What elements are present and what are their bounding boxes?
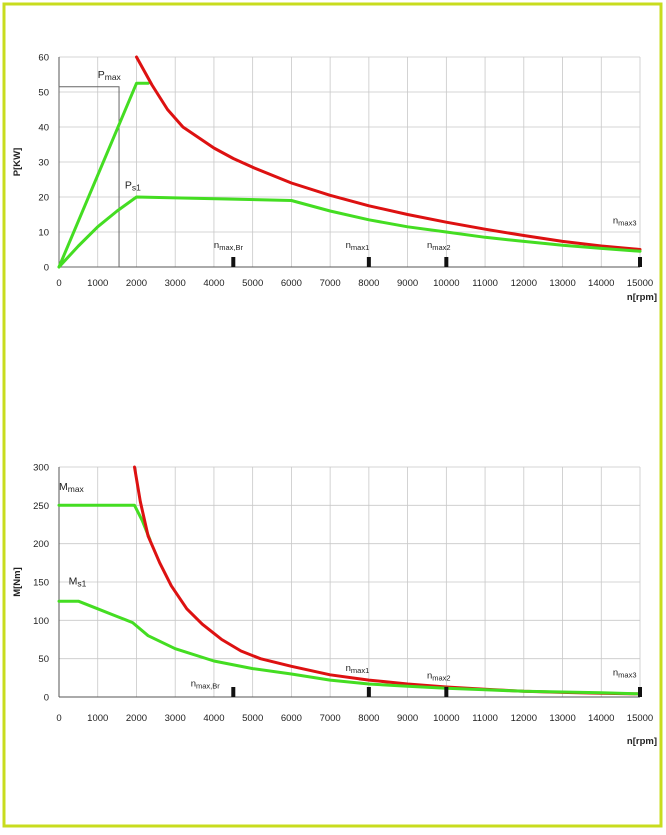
power-x-tick-label: 6000 — [281, 278, 302, 289]
power-marker-max3 — [638, 257, 642, 267]
power-y-tick-label: 50 — [38, 88, 49, 99]
power-series-ps1 — [57, 195, 642, 269]
torque-x-tick-label: 3000 — [165, 713, 186, 724]
torque-label-ms1: Ms1 — [69, 575, 87, 588]
torque-y-tick-label: 0 — [44, 693, 49, 704]
torque-series-ms1 — [57, 599, 642, 696]
power-x-tick-label: 4000 — [203, 278, 224, 289]
torque-x-tick-label: 8000 — [358, 713, 379, 724]
power-x-tick-label: 2000 — [126, 278, 147, 289]
torque-x-tick-label: 11000 — [472, 713, 498, 724]
power-x-tick-label: 12000 — [511, 278, 537, 289]
torque-y-axis-label: M[Nm] — [12, 567, 23, 597]
power-series-pmax — [57, 81, 150, 269]
power-x-tick-label: 3000 — [165, 278, 186, 289]
power-y-tick-label: 20 — [38, 193, 49, 204]
torque-x-tick-label: 13000 — [549, 713, 575, 724]
torque-y-tick-label: 150 — [33, 578, 49, 589]
power-marker-maxBr — [231, 257, 236, 267]
torque-x-tick-label: 5000 — [242, 713, 263, 724]
power-y-tick-label: 60 — [38, 53, 49, 64]
torque-marker-max3 — [638, 687, 642, 697]
torque-x-tick-label: 0 — [56, 713, 61, 724]
torque-x-tick-label: 7000 — [320, 713, 341, 724]
power-x-tick-label: 13000 — [549, 278, 575, 289]
torque-x-tick-label: 2000 — [126, 713, 147, 724]
power-y-tick-label: 30 — [38, 158, 49, 169]
torque-marker-label-maxBr: nmax,Br — [191, 678, 221, 690]
torque-x-tick-label: 10000 — [433, 713, 459, 724]
torque-marker-max2 — [444, 687, 449, 697]
torque-x-tick-label: 6000 — [281, 713, 302, 724]
torque-x-tick-label: 12000 — [511, 713, 537, 724]
torque-x-tick-label: 1000 — [87, 713, 108, 724]
power-window-rect — [58, 86, 120, 268]
power-y-tick-label: 10 — [38, 228, 49, 239]
power-y-tick-label: 0 — [44, 263, 49, 274]
torque-chart: 0 1000 2000 3000 4000 5000 6000 7000 8000 9000 100… — [12, 463, 657, 748]
power-x-tick-label: 15000 — [627, 278, 653, 289]
torque-y-tick-label: 100 — [33, 616, 49, 627]
power-marker-max2 — [444, 257, 449, 267]
torque-x-tick-label: 15000 — [627, 713, 653, 724]
torque-y-tick-label: 50 — [38, 654, 49, 665]
torque-marker-label-max2: nmax2 — [427, 671, 451, 683]
torque-marker-label-max3: nmax3 — [613, 668, 637, 680]
power-series-curve-1 — [135, 55, 642, 251]
torque-y-tick-label: 250 — [33, 501, 49, 512]
torque-label-mmax: Mmax — [59, 481, 85, 494]
power-marker-max1 — [366, 257, 371, 267]
torque-x-axis-label: n[rpm] — [627, 736, 657, 747]
power-marker-label-max2: nmax2 — [427, 240, 451, 252]
power-x-tick-label: 10000 — [433, 278, 459, 289]
torque-x-tick-label: 9000 — [397, 713, 418, 724]
power-y-axis-label: P[KW] — [12, 148, 23, 177]
torque-x-tick-label: 14000 — [588, 713, 614, 724]
power-x-tick-label: 11000 — [472, 278, 498, 289]
power-x-tick-label: 1000 — [87, 278, 108, 289]
torque-y-tick-label: 200 — [33, 539, 49, 550]
torque-y-tick-label: 300 — [33, 463, 49, 474]
power-x-tick-label: 7000 — [320, 278, 341, 289]
torque-marker-max1 — [366, 687, 371, 697]
power-marker-label-max3: nmax3 — [613, 215, 637, 227]
power-y-tick-label: 40 — [38, 123, 49, 134]
torque-x-tick-label: 4000 — [203, 713, 224, 724]
torque-marker-label-max1: nmax1 — [346, 663, 370, 675]
power-label-ps1: Ps1 — [125, 179, 141, 192]
power-x-tick-label: 0 — [56, 278, 61, 289]
power-x-tick-label: 8000 — [358, 278, 379, 289]
power-x-tick-label: 14000 — [588, 278, 614, 289]
power-x-axis-label: n[rpm] — [627, 292, 657, 303]
power-x-tick-label: 5000 — [242, 278, 263, 289]
power-marker-label-max1: nmax1 — [346, 240, 370, 252]
power-x-tick-label: 9000 — [397, 278, 418, 289]
torque-marker-maxBr — [231, 687, 236, 697]
power-chart: 0 1000 2000 3000 4000 5000 6000 7000 8000 9000 100… — [12, 53, 657, 304]
power-marker-label-maxBr: nmax,Br — [214, 240, 244, 252]
power-label-pmax: Pmax — [98, 69, 122, 82]
